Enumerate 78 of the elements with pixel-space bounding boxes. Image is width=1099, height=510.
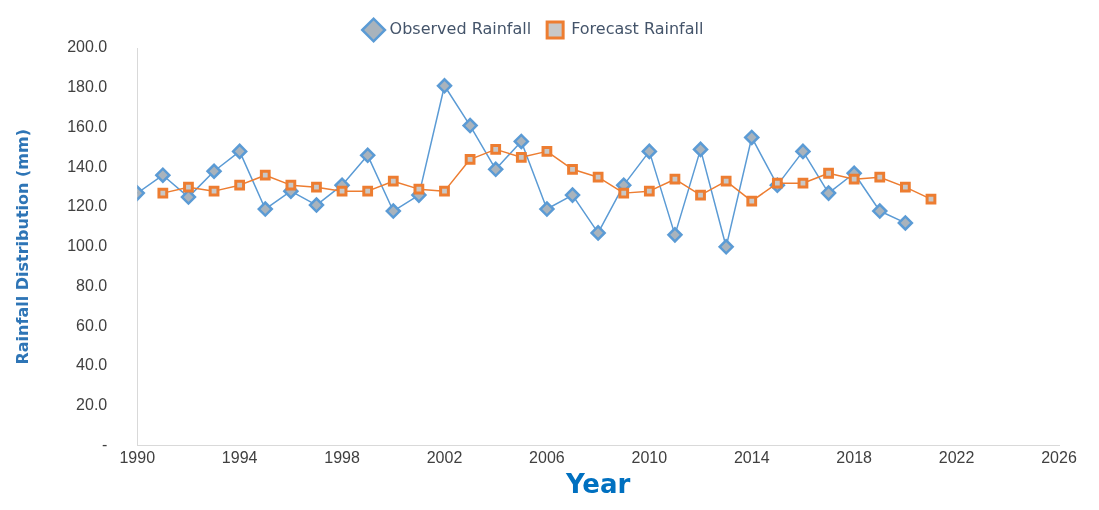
x-tick-label: 2018: [836, 448, 873, 466]
x-tick-label: 1994: [221, 448, 258, 466]
point: [183, 181, 194, 193]
point: [643, 185, 655, 197]
point: [208, 185, 220, 197]
x-tick-label: 1990: [119, 448, 156, 466]
point: [257, 201, 274, 217]
y-tick-label: 140.0: [67, 157, 108, 175]
point: [669, 173, 681, 185]
point: [515, 151, 527, 163]
point: [667, 227, 683, 243]
x-tick-label: 2022: [938, 448, 975, 466]
point: [413, 183, 425, 195]
y-tick-label: 200.0: [67, 38, 108, 56]
point: [720, 175, 732, 187]
point: [820, 185, 837, 201]
point: [795, 143, 811, 160]
point: [155, 167, 171, 183]
y-tick-label: 40.0: [76, 356, 108, 374]
point: [362, 185, 374, 197]
point: [746, 195, 758, 207]
point: [564, 187, 581, 203]
point: [285, 179, 297, 191]
point: [539, 201, 555, 217]
point: [462, 117, 478, 134]
legend-label: Observed Rainfall: [389, 19, 532, 39]
y-tick-label: 60.0: [76, 316, 108, 334]
point: [641, 143, 658, 160]
point: [897, 215, 914, 231]
x-tick-label: 1998: [324, 448, 360, 466]
legend-label: Forecast Rainfall: [571, 19, 704, 39]
point: [387, 175, 399, 187]
x-tick-label: 2006: [529, 448, 565, 466]
point: [206, 163, 222, 180]
point: [590, 225, 606, 241]
point: [718, 239, 734, 255]
y-tick-label: 100.0: [67, 237, 108, 255]
y-axis-title: Rainfall Distribution (mm): [12, 129, 32, 365]
point: [872, 203, 888, 219]
y-tick-label: 20.0: [76, 396, 108, 414]
y-tick-label: 180.0: [67, 78, 108, 96]
y-tick-label: 120.0: [67, 197, 108, 215]
y-tick-label: 80.0: [76, 276, 108, 294]
point: [797, 177, 809, 189]
point: [234, 179, 246, 191]
point: [925, 193, 937, 205]
point: [874, 171, 886, 183]
x-tick-label: 2014: [733, 448, 770, 466]
point: [464, 153, 476, 165]
point: [385, 203, 402, 219]
point: [157, 187, 169, 199]
point: [436, 78, 453, 94]
y-tick-label: -: [101, 436, 108, 454]
point: [592, 171, 604, 183]
x-tick-label: 2026: [1041, 448, 1077, 466]
point: [899, 181, 911, 193]
point: [359, 147, 376, 164]
point: [692, 141, 709, 158]
point: [487, 161, 504, 178]
point: [618, 187, 630, 199]
x-tick-label: 2010: [631, 448, 668, 466]
x-tick-label: 2002: [426, 448, 463, 466]
point: [695, 189, 706, 201]
x-axis-title: Year: [564, 469, 631, 500]
point: [308, 197, 325, 213]
y-tick-label: 160.0: [67, 117, 108, 135]
point: [336, 185, 348, 197]
point: [823, 167, 834, 179]
point: [231, 143, 248, 160]
point: [439, 185, 450, 197]
point: [567, 163, 578, 175]
point: [541, 145, 553, 157]
point: [311, 181, 322, 193]
point: [259, 169, 271, 181]
point: [490, 144, 502, 155]
point: [744, 129, 760, 146]
point: [848, 173, 860, 185]
point: [513, 133, 530, 150]
